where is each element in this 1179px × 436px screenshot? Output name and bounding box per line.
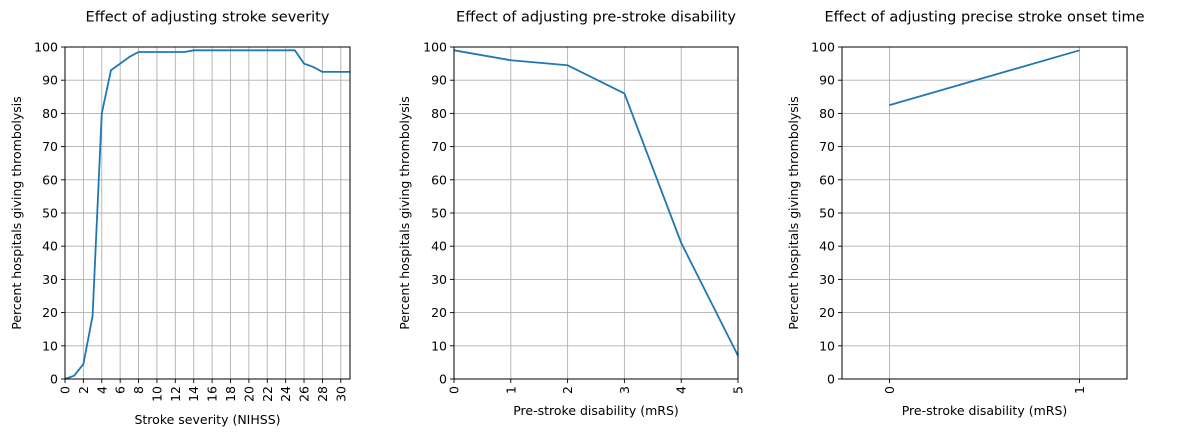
chart-title: Effect of adjusting stroke severity xyxy=(86,10,330,26)
y-tick-label: 10 xyxy=(431,338,447,353)
y-axis-label: Percent hospitals giving thrombolysis xyxy=(397,96,412,330)
y-tick-label: 10 xyxy=(819,338,835,353)
x-tick-label: 4 xyxy=(94,386,109,394)
y-tick-label: 40 xyxy=(42,239,58,254)
x-tick-label: 0 xyxy=(447,386,462,394)
x-tick-label: 14 xyxy=(186,386,201,402)
y-tick-label: 50 xyxy=(42,206,58,221)
y-tick-label: 60 xyxy=(819,172,835,187)
y-tick-label: 40 xyxy=(431,239,447,254)
x-tick-label: 6 xyxy=(113,386,128,394)
series-line xyxy=(453,49,739,357)
y-tick-label: 70 xyxy=(42,139,58,154)
x-tick-label: 8 xyxy=(131,386,146,394)
y-tick-label: 80 xyxy=(42,106,58,121)
y-tick-label: 90 xyxy=(819,73,835,88)
y-tick-label: 60 xyxy=(42,172,58,187)
y-tick-label: 90 xyxy=(42,73,58,88)
series-line xyxy=(64,49,350,380)
panel-pre-stroke-disability: Effect of adjusting pre-stroke disabilit… xyxy=(397,10,746,419)
x-tick-label: 1 xyxy=(1072,386,1087,394)
x-axis-label: Pre-stroke disability (mRS) xyxy=(513,403,679,418)
y-axis-label: Percent hospitals giving thrombolysis xyxy=(9,96,24,330)
y-tick-label: 100 xyxy=(423,40,447,55)
y-tick-label: 50 xyxy=(819,206,835,221)
y-tick-label: 30 xyxy=(431,272,447,287)
x-axis-label: Stroke severity (NIHSS) xyxy=(134,412,280,427)
y-tick-label: 50 xyxy=(431,206,447,221)
y-tick-label: 0 xyxy=(439,372,447,387)
y-tick-label: 70 xyxy=(431,139,447,154)
panel-stroke-severity: Effect of adjusting stroke severity Stro… xyxy=(9,10,351,427)
y-tick-label: 0 xyxy=(827,372,835,387)
x-tick-label: 10 xyxy=(149,386,164,402)
x-tick-label: 12 xyxy=(168,386,183,402)
y-tick-label: 100 xyxy=(34,40,58,55)
x-tick-label: 1 xyxy=(503,386,518,394)
y-tick-label: 100 xyxy=(811,40,835,55)
y-tick-label: 20 xyxy=(431,305,447,320)
y-tick-label: 40 xyxy=(819,239,835,254)
x-tick-label: 18 xyxy=(223,386,238,402)
y-tick-label: 10 xyxy=(42,338,58,353)
x-tick-label: 0 xyxy=(58,386,73,394)
x-tick-label: 2 xyxy=(76,386,91,394)
grid xyxy=(842,46,1127,380)
chart-title: Effect of adjusting pre-stroke disabilit… xyxy=(456,10,736,26)
x-tick-label: 3 xyxy=(617,386,632,394)
x-tick-label: 24 xyxy=(278,386,293,402)
chart-title: Effect of adjusting precise stroke onset… xyxy=(824,10,1144,26)
y-tick-label: 20 xyxy=(42,305,58,320)
x-tick-label: 22 xyxy=(260,386,275,402)
x-tick-label: 0 xyxy=(882,386,897,394)
y-tick-label: 30 xyxy=(819,272,835,287)
x-tick-label: 2 xyxy=(560,386,575,394)
x-tick-label: 4 xyxy=(674,386,689,394)
y-tick-label: 20 xyxy=(819,305,835,320)
x-tick-label: 28 xyxy=(315,386,330,402)
x-tick-label: 16 xyxy=(205,386,220,402)
y-tick-label: 80 xyxy=(819,106,835,121)
y-axis-label: Percent hospitals giving thrombolysis xyxy=(786,96,801,330)
x-tick-label: 20 xyxy=(241,386,256,402)
y-tick-label: 0 xyxy=(50,372,58,387)
x-tick-label: 5 xyxy=(731,386,746,394)
x-tick-label: 26 xyxy=(297,386,312,402)
x-axis-label: Pre-stroke disability (mRS) xyxy=(902,403,1068,418)
y-tick-label: 80 xyxy=(431,106,447,121)
y-tick-label: 60 xyxy=(431,172,447,187)
x-tick-label: 30 xyxy=(333,386,348,402)
y-tick-label: 90 xyxy=(431,73,447,88)
y-tick-label: 30 xyxy=(42,272,58,287)
panel-stroke-onset-time: Effect of adjusting precise stroke onset… xyxy=(786,10,1145,419)
series-line xyxy=(889,49,1080,106)
y-tick-label: 70 xyxy=(819,139,835,154)
